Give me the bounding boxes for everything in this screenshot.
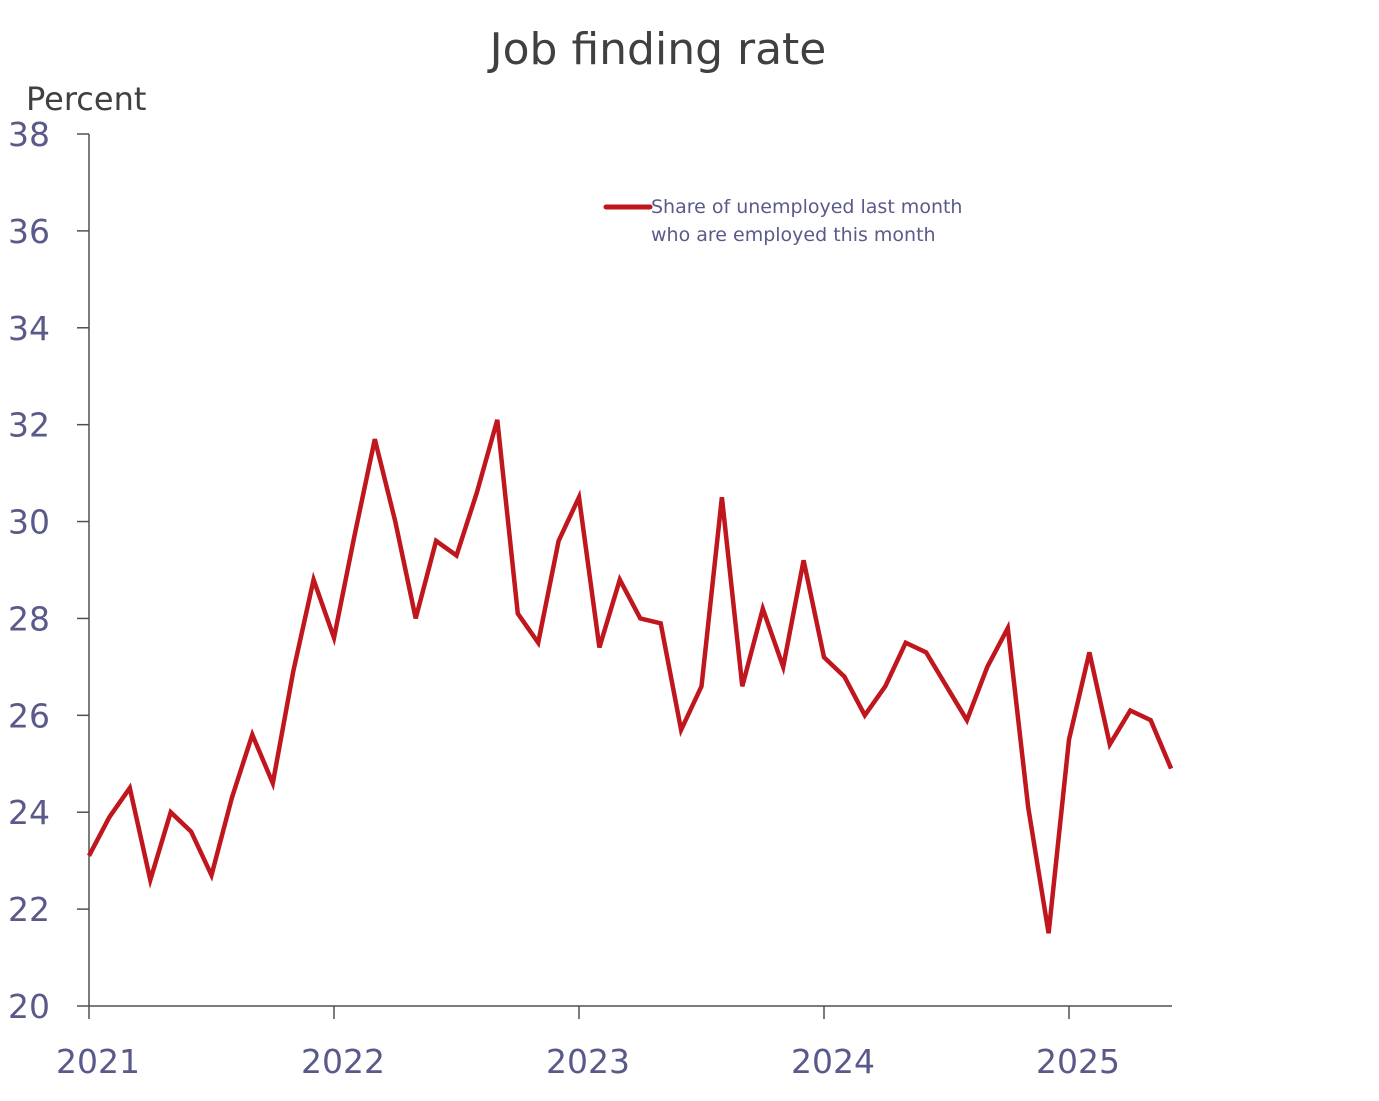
data-point xyxy=(536,641,540,645)
chart-title: Job finding rate xyxy=(487,24,827,75)
data-point xyxy=(87,854,91,858)
data-point xyxy=(945,684,949,688)
y-tick-label: 26 xyxy=(8,696,50,735)
y-tick-label: 20 xyxy=(8,987,50,1026)
data-point xyxy=(475,491,479,495)
data-point xyxy=(1087,650,1091,654)
y-axis-label: Percent xyxy=(26,80,146,118)
data-point xyxy=(740,684,744,688)
data-point xyxy=(1128,709,1132,713)
data-point xyxy=(700,684,704,688)
data-point xyxy=(373,437,377,441)
data-point xyxy=(761,607,765,611)
data-point xyxy=(434,539,438,543)
data-point xyxy=(842,675,846,679)
data-point xyxy=(679,728,683,732)
data-point xyxy=(638,616,642,620)
data-point xyxy=(822,655,826,659)
y-tick-label: 36 xyxy=(8,212,50,251)
legend: Share of unemployed last month who are e… xyxy=(603,196,962,246)
x-axis: 2021 2022 2023 2024 2025 xyxy=(56,1006,1120,1081)
data-point xyxy=(597,646,601,650)
data-point xyxy=(414,616,418,620)
data-point xyxy=(1026,805,1030,809)
legend-label-line-1: Share of unemployed last month xyxy=(651,196,962,218)
data-point xyxy=(516,612,520,616)
data-point xyxy=(659,621,663,625)
data-point xyxy=(148,878,152,882)
y-tick-label: 38 xyxy=(8,115,50,154)
y-tick-label: 32 xyxy=(8,406,50,445)
y-tick-label: 34 xyxy=(8,309,50,348)
data-point xyxy=(250,733,254,737)
data-point xyxy=(352,534,356,538)
data-point xyxy=(128,786,132,790)
data-point xyxy=(618,578,622,582)
series-group xyxy=(87,418,1174,935)
data-point xyxy=(1149,718,1153,722)
y-axis: 20 22 24 26 28 30 32 34 36 38 xyxy=(8,115,89,1026)
data-point xyxy=(393,520,397,524)
x-tick-label: 2023 xyxy=(546,1042,630,1081)
y-tick-label: 24 xyxy=(8,793,50,832)
data-point xyxy=(271,781,275,785)
data-point xyxy=(883,684,887,688)
x-tick-label: 2024 xyxy=(791,1042,875,1081)
data-point xyxy=(557,539,561,543)
data-point xyxy=(312,578,316,582)
data-point xyxy=(1169,767,1173,771)
data-point xyxy=(495,418,499,422)
legend-label-line-2: who are employed this month xyxy=(651,224,936,246)
data-point xyxy=(230,796,234,800)
data-point xyxy=(455,554,459,558)
x-tick-label: 2025 xyxy=(1036,1042,1120,1081)
x-tick-label: 2021 xyxy=(56,1042,140,1081)
data-point xyxy=(781,665,785,669)
data-point xyxy=(107,815,111,819)
data-point xyxy=(1067,738,1071,742)
data-point xyxy=(1006,626,1010,630)
x-tick-label: 2022 xyxy=(301,1042,385,1081)
y-tick-label: 30 xyxy=(8,503,50,542)
data-point xyxy=(210,873,214,877)
data-point xyxy=(965,718,969,722)
data-point xyxy=(332,636,336,640)
data-point xyxy=(904,641,908,645)
y-tick-label: 22 xyxy=(8,890,50,929)
data-point xyxy=(577,495,581,499)
data-point xyxy=(169,810,173,814)
data-point xyxy=(720,495,724,499)
data-point xyxy=(189,830,193,834)
data-point xyxy=(1108,742,1112,746)
data-point xyxy=(1047,931,1051,935)
data-point xyxy=(291,670,295,674)
y-tick-label: 28 xyxy=(8,599,50,638)
data-point xyxy=(924,650,928,654)
data-point xyxy=(863,713,867,717)
data-point xyxy=(985,665,989,669)
data-point xyxy=(802,558,806,562)
series-line xyxy=(87,419,1174,934)
